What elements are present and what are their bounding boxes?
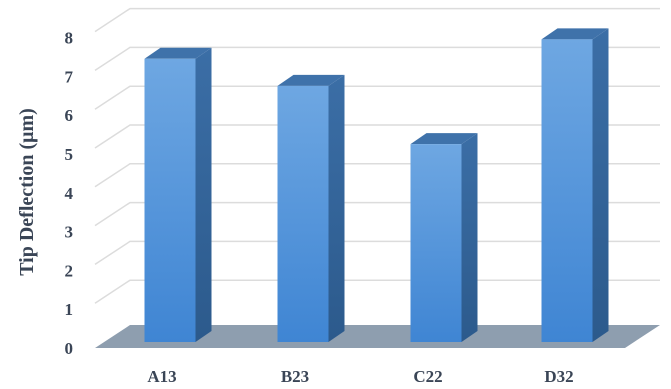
grid-line — [94, 46, 660, 72]
y-tick-label: 8 — [65, 29, 74, 48]
y-tick-label: 0 — [65, 339, 74, 358]
chart-floor — [95, 325, 660, 348]
y-tick-label: 6 — [65, 106, 74, 125]
grid-line — [94, 85, 660, 110]
bar-C22 — [410, 133, 478, 342]
bar-top — [144, 47, 212, 59]
bar-front — [144, 58, 196, 342]
bar-D32 — [541, 28, 609, 343]
y-tick-label: 2 — [65, 261, 74, 280]
bar-side — [328, 74, 345, 343]
grid-line — [94, 124, 660, 149]
x-category-label: A13 — [147, 367, 176, 386]
x-category-label: D32 — [544, 367, 573, 386]
y-axis-ticks: 0 1 2 3 4 5 6 7 8 — [65, 29, 74, 358]
bar-side — [195, 47, 212, 342]
bar-front — [277, 85, 329, 343]
bar-side — [592, 28, 609, 343]
x-category-label: C22 — [413, 367, 442, 386]
x-category-label: B23 — [281, 367, 309, 386]
bars — [144, 28, 609, 343]
grid-lines — [94, 7, 660, 304]
y-tick-label: 3 — [65, 223, 74, 242]
y-tick-label: 5 — [65, 145, 74, 164]
bar-B23 — [277, 74, 345, 343]
y-tick-label: 1 — [65, 300, 74, 319]
grid-line — [94, 201, 660, 227]
bar-top — [541, 28, 609, 40]
bar-top — [277, 74, 345, 86]
grid-line — [94, 240, 660, 266]
grid-line — [94, 163, 660, 188]
bar-A13 — [144, 47, 212, 342]
bar-side — [461, 133, 478, 342]
floor-plane — [95, 325, 660, 348]
y-tick-label: 7 — [65, 67, 74, 86]
bar-front — [541, 39, 593, 343]
x-axis-categories: A13 B23 C22 D32 — [147, 367, 573, 386]
bar-front — [410, 144, 462, 342]
bar-top — [410, 133, 478, 145]
y-tick-label: 4 — [65, 184, 74, 203]
y-axis-label: Tip Deflection (μm) — [16, 108, 38, 276]
grid-line — [94, 7, 660, 33]
grid-line — [94, 279, 660, 304]
